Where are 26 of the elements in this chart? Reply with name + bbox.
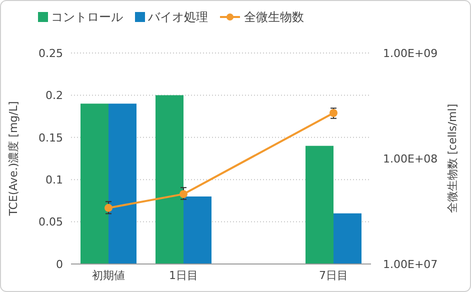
bar xyxy=(306,146,334,264)
y2-tick-label: 1.00E+09 xyxy=(383,46,438,60)
point xyxy=(180,190,188,198)
x-tick-label: 7日目 xyxy=(319,269,348,282)
y-tick-label: 0.25 xyxy=(38,46,63,60)
legend-label: バイオ処理 xyxy=(147,10,208,24)
y-tick-label: 0.05 xyxy=(38,216,63,229)
bar xyxy=(80,104,108,264)
y-tick-label: 0.2 xyxy=(46,89,63,102)
point xyxy=(330,108,338,117)
bar xyxy=(108,104,136,264)
y2-tick-label: 1.00E+08 xyxy=(383,152,438,166)
bar xyxy=(156,95,184,264)
legend-label: 全微生物数 xyxy=(244,10,304,24)
y-tick-label: 0 xyxy=(56,258,63,271)
legend-label: コントロール xyxy=(51,10,123,24)
point xyxy=(104,204,112,212)
x-tick-label: 初期値 xyxy=(92,269,125,282)
y2-tick-label: 1.00E+07 xyxy=(383,258,438,271)
y-tick-label: 0.1 xyxy=(46,173,63,186)
bar xyxy=(184,196,212,264)
x-tick-label: 1日目 xyxy=(169,269,198,282)
bar xyxy=(334,213,362,264)
y-tick-label: 0.15 xyxy=(38,131,63,144)
y2-axis-title: 全微生物数 [cells/ml] xyxy=(446,104,459,214)
y-axis-title: TCE(Ave.)濃度 [mg/L] xyxy=(7,101,20,217)
